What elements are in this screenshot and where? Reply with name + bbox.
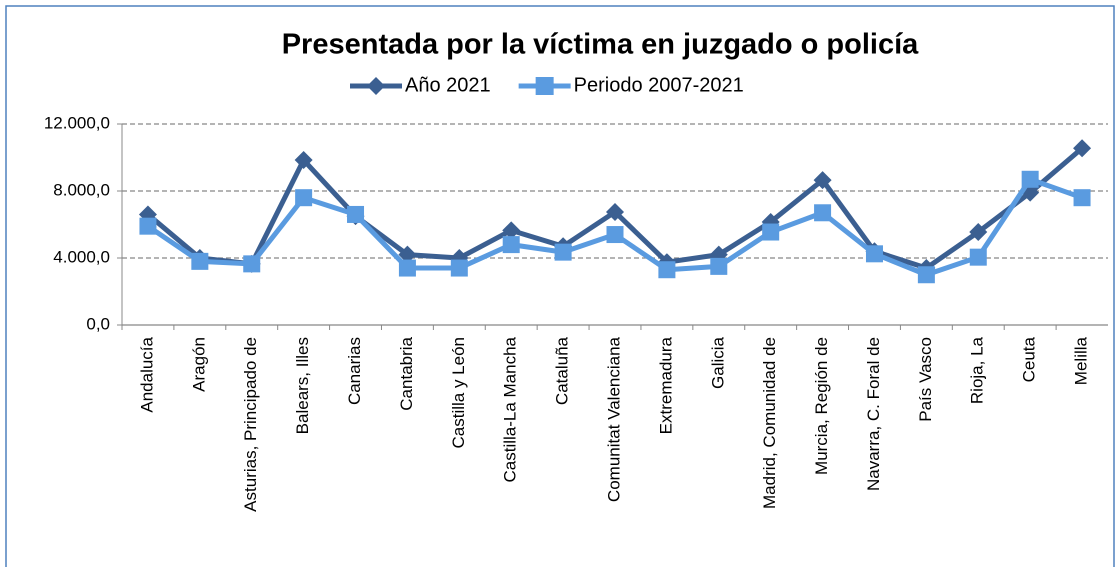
point-marker <box>710 257 728 275</box>
x-tick-label: Cataluña <box>553 336 572 405</box>
x-tick-label: Murcia, Región de <box>812 337 831 475</box>
point-marker <box>917 266 935 284</box>
point-marker <box>502 221 521 240</box>
point-marker <box>762 223 780 241</box>
x-tick-label: Castilla-La Mancha <box>501 336 520 482</box>
x-tick-label: Navarra, C. Foral de <box>864 337 883 491</box>
x-tick-label: Castilla y León <box>449 337 468 449</box>
y-tick-label: 4.000,0 <box>53 247 110 266</box>
x-tick-label: Ceuta <box>1020 336 1039 382</box>
legend-marker <box>535 77 554 95</box>
point-marker <box>554 243 572 261</box>
x-tick-label: Madrid, Comunidad de <box>760 337 779 509</box>
chart-frame <box>5 5 1115 567</box>
point-marker <box>969 223 988 242</box>
x-tick-label: Comunitat Valenciana <box>604 336 623 502</box>
point-marker <box>243 255 261 273</box>
x-tick-label: Melilla <box>1072 336 1091 385</box>
point-marker <box>502 236 520 254</box>
x-tick-label: País Vasco <box>916 337 935 422</box>
legend-label: Periodo 2007-2021 <box>574 74 744 96</box>
point-marker <box>1073 139 1092 158</box>
point-marker <box>969 248 987 266</box>
chart-title: Presentada por la víctima en juzgado o p… <box>282 29 919 61</box>
x-tick-label: Galicia <box>708 336 727 389</box>
point-marker <box>295 189 313 207</box>
legend-label: Año 2021 <box>405 74 491 96</box>
x-tick-label: Andalucía <box>137 336 156 412</box>
y-tick-label: 12.000,0 <box>44 113 110 132</box>
x-tick-label: Balears, Illes <box>293 337 312 434</box>
x-tick-label: Asturias, Principado de <box>241 337 260 512</box>
x-tick-label: Canarias <box>345 337 364 405</box>
y-tick-label: 0,0 <box>86 314 110 333</box>
point-marker <box>398 259 416 277</box>
x-tick-label: Cantabria <box>397 336 416 410</box>
point-marker <box>347 205 365 223</box>
point-marker <box>606 226 624 244</box>
point-marker <box>1073 189 1091 207</box>
point-marker <box>139 217 157 235</box>
point-marker <box>865 245 883 263</box>
point-marker <box>191 252 209 270</box>
point-marker <box>658 261 676 279</box>
x-tick-label: Extremadura <box>656 336 675 434</box>
x-tick-label: Aragón <box>189 337 208 392</box>
y-tick-label: 8.000,0 <box>53 180 110 199</box>
point-marker <box>813 171 832 190</box>
point-marker <box>398 245 417 264</box>
point-marker <box>1021 170 1039 188</box>
point-marker <box>606 202 624 221</box>
x-tick-label: Rioja, La <box>968 336 987 404</box>
point-marker <box>450 259 468 277</box>
point-marker <box>814 204 832 222</box>
legend-marker <box>367 77 385 95</box>
point-marker <box>294 151 313 170</box>
point-marker <box>1021 183 1040 202</box>
